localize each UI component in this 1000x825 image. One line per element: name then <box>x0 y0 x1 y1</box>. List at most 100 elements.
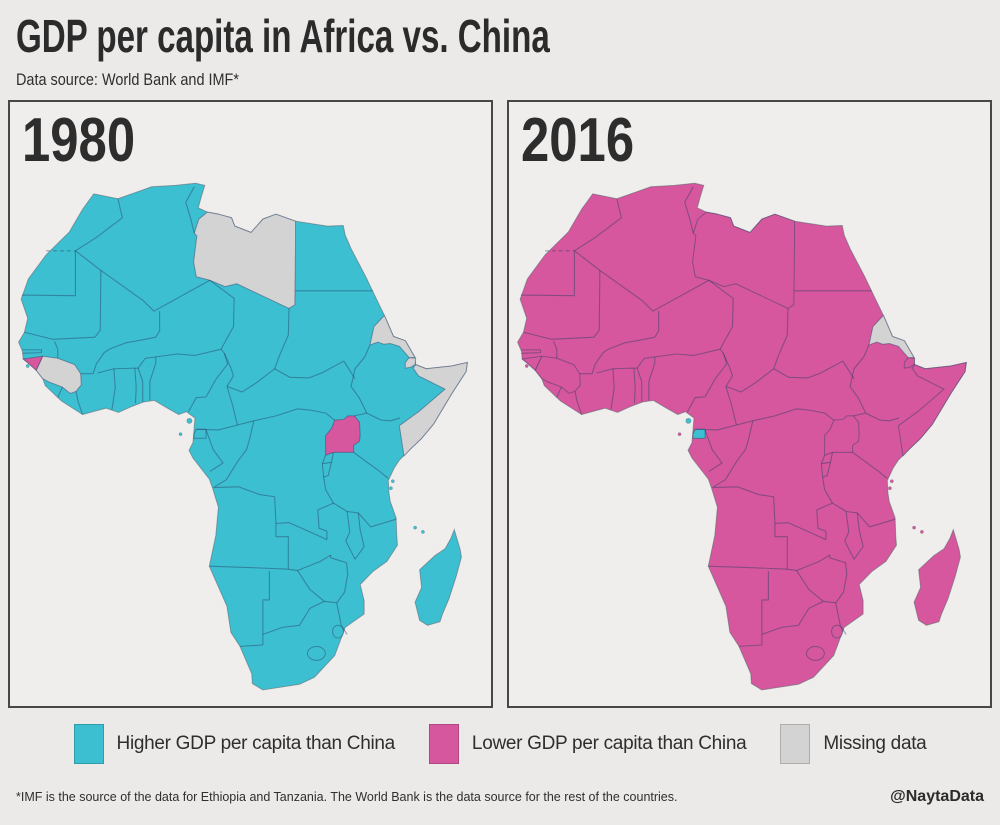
country-border <box>57 387 63 399</box>
country-border <box>853 513 864 560</box>
country-border <box>54 341 59 359</box>
country-border <box>574 391 583 415</box>
country-border <box>774 502 833 541</box>
country-libya <box>193 211 297 310</box>
country-eritrea <box>868 315 915 359</box>
country-border <box>719 349 724 354</box>
country-guinea <box>534 355 581 395</box>
country-border <box>75 250 211 313</box>
country-border <box>220 349 225 354</box>
country-border <box>297 570 325 603</box>
country-border <box>832 502 896 528</box>
country-border <box>636 368 643 403</box>
legend-swatch-lower <box>428 724 459 765</box>
bioko-island <box>186 418 193 424</box>
country-somalia <box>398 362 468 457</box>
country-border <box>213 486 277 524</box>
country-border <box>796 570 824 603</box>
country-gbissau <box>521 355 543 372</box>
country-border <box>712 486 776 524</box>
country-border <box>523 270 601 341</box>
country-border <box>214 421 255 488</box>
small-island <box>677 432 682 437</box>
country-border <box>810 409 835 421</box>
country-eqguinea <box>692 429 706 440</box>
country-border <box>22 349 43 355</box>
country-border <box>75 198 123 252</box>
country-border <box>725 386 737 426</box>
country-border <box>330 555 349 604</box>
country-border <box>354 513 365 560</box>
country-eswatini <box>831 625 843 639</box>
country-border <box>684 186 694 234</box>
small-island <box>920 530 924 534</box>
small-island <box>912 526 916 530</box>
country-border <box>644 348 721 360</box>
country-border <box>708 280 734 350</box>
small-island <box>421 530 425 534</box>
country-eqguinea <box>193 429 207 440</box>
legend-item-missing: Missing data <box>780 724 927 765</box>
country-border <box>205 430 224 473</box>
country-border <box>736 408 811 426</box>
country-border <box>822 462 831 478</box>
madagascar-island <box>414 528 462 627</box>
country-border <box>24 270 102 341</box>
country-border <box>187 353 229 413</box>
country-border <box>311 409 336 421</box>
country-border <box>722 353 734 387</box>
country-border <box>738 644 762 648</box>
madagascar-island <box>913 528 961 627</box>
legend-item-lower: Lower GDP per capita than China <box>428 724 747 765</box>
legend-label-lower: Lower GDP per capita than China <box>471 733 747 755</box>
country-border <box>633 368 636 404</box>
country-border <box>354 412 367 417</box>
map-panel-2016: 2016 <box>507 100 992 709</box>
country-border <box>773 360 855 380</box>
country-libya <box>692 211 796 310</box>
country-border <box>596 358 645 374</box>
africa-map-2016 <box>517 183 967 691</box>
country-border <box>345 511 356 560</box>
legend: Higher GDP per capita than China Lower G… <box>0 722 1000 766</box>
country-border <box>353 452 389 480</box>
footnote: *IMF is the source of the data for Ethio… <box>16 790 678 805</box>
legend-item-higher: Higher GDP per capita than China <box>73 724 395 765</box>
country-border <box>274 308 290 370</box>
country-border <box>275 523 289 570</box>
country-border <box>556 387 562 399</box>
country-border <box>574 198 622 252</box>
country-border <box>111 369 116 410</box>
legend-swatch-missing <box>780 724 811 765</box>
country-guinea <box>35 355 82 395</box>
country-uganda <box>325 415 361 457</box>
country-border <box>761 601 836 636</box>
country-border <box>226 386 238 426</box>
country-border <box>21 251 76 297</box>
africa-map-1980 <box>18 183 468 691</box>
country-border <box>725 368 774 393</box>
map-panels: 1980 2016 <box>0 100 1000 709</box>
country-border <box>350 344 371 414</box>
map-panel-1980: 1980 <box>8 100 493 709</box>
country-border <box>785 554 831 572</box>
country-border <box>209 565 287 570</box>
country-border <box>853 412 866 417</box>
country-border <box>553 341 558 359</box>
country-border <box>366 412 401 422</box>
country-border <box>223 353 235 387</box>
country-border <box>323 462 332 478</box>
country-border <box>849 344 870 414</box>
country-border <box>274 360 356 380</box>
country-border <box>137 311 161 342</box>
country-border <box>97 358 146 374</box>
small-island <box>413 526 417 530</box>
country-djibouti <box>903 357 916 369</box>
country-uganda <box>824 415 860 457</box>
year-label-2016: 2016 <box>521 106 635 176</box>
country-border <box>333 502 397 528</box>
country-border <box>636 311 660 342</box>
country-border <box>648 357 656 401</box>
country-border <box>196 424 238 431</box>
header: GDP per capita in Africa vs. China Data … <box>0 0 1000 90</box>
